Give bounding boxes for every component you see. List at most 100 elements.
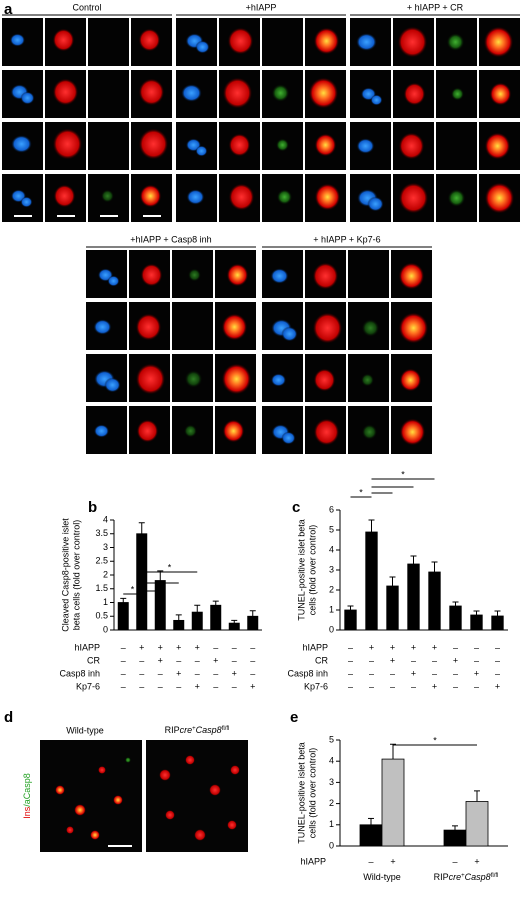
row-label: Casp8 inh [59, 668, 100, 678]
cell [313, 418, 340, 446]
image-label: Wild-type [66, 725, 104, 735]
row-sign: – [176, 655, 181, 665]
label-part: Casp8 [465, 872, 491, 882]
cell [52, 78, 79, 106]
row-sign: – [495, 668, 500, 678]
panel-label: e [290, 709, 298, 726]
cells [55, 755, 240, 841]
row-sign: – [348, 642, 353, 652]
row-sign: + [158, 655, 163, 665]
cell [135, 363, 166, 395]
label-part: /aCasp8 [22, 773, 32, 807]
row-sign: – [453, 681, 458, 691]
y-tick-label: 4 [103, 514, 108, 524]
significance-label: * [401, 469, 405, 479]
row-sign: – [474, 655, 479, 665]
error-bar [431, 561, 438, 572]
bar [228, 622, 240, 631]
bar [443, 829, 467, 847]
label-part: fl/fl [491, 873, 499, 879]
row-sign: + [213, 655, 218, 665]
error-bar [249, 610, 256, 617]
bar [428, 571, 441, 631]
row-sign: – [432, 655, 437, 665]
casp-signal [275, 138, 290, 152]
row-sign: – [158, 681, 163, 691]
y-tick-label: 1 [329, 819, 334, 829]
row-sign: – [176, 681, 181, 691]
bar [359, 824, 383, 847]
merge [226, 263, 249, 287]
significance-label: * [359, 487, 363, 497]
row-sign: + [195, 642, 200, 652]
nucleus [93, 319, 112, 335]
stain-label: Ins/aCasp8 [22, 773, 32, 819]
bar [210, 604, 222, 631]
bar [344, 609, 357, 631]
error-bar [474, 790, 480, 802]
y-tick-label: 0.5 [95, 611, 108, 621]
label-part: RIP [434, 872, 449, 882]
nucleus [356, 138, 375, 154]
casp-signal [187, 268, 202, 282]
y-tick-label: 3 [329, 564, 334, 574]
merge [314, 133, 337, 157]
micrograph [348, 250, 389, 298]
merge [313, 27, 340, 55]
merge [221, 313, 248, 341]
merge [221, 363, 252, 395]
merge [308, 77, 339, 109]
label-part: Ins [22, 806, 32, 819]
label-part: cre [180, 725, 193, 735]
significance-label: * [433, 735, 437, 745]
cell [398, 182, 429, 214]
row-sign: + [474, 856, 479, 866]
row-label: CR [315, 655, 328, 665]
row-sign: – [390, 681, 395, 691]
casp-signal [183, 424, 198, 438]
row-sign: – [250, 655, 255, 665]
row-sign: + [474, 668, 479, 678]
y-axis-label: cells (fold over control) [307, 748, 317, 839]
y-tick-label: 1.5 [95, 583, 108, 593]
label-part: cre [449, 872, 462, 882]
merge [222, 419, 245, 443]
row-sign: – [432, 668, 437, 678]
y-tick-label: 1 [103, 597, 108, 607]
row-label: Casp8 inh [287, 668, 328, 678]
error-bar [347, 605, 354, 610]
row-sign: – [232, 681, 237, 691]
merge [314, 183, 341, 211]
row-sign: – [495, 642, 500, 652]
cell [398, 132, 425, 160]
error-bar [368, 519, 375, 532]
nucleus [281, 431, 296, 445]
y-tick-label: 3.5 [95, 528, 108, 538]
merge [483, 26, 514, 58]
y-tick-label: 2 [103, 569, 108, 579]
bar [386, 585, 399, 631]
error-bar [138, 522, 145, 534]
group-title: Control [72, 2, 101, 12]
cell [222, 77, 253, 109]
row-sign: – [232, 642, 237, 652]
row-sign: – [348, 655, 353, 665]
row-label: Kp7-6 [76, 681, 100, 691]
label-part: RIP [165, 725, 180, 735]
merge [484, 132, 511, 160]
error-bar [389, 576, 396, 586]
nucleus [104, 377, 121, 393]
row-sign: – [121, 668, 126, 678]
row-sign: + [390, 642, 395, 652]
bar [465, 801, 489, 847]
y-tick-label: 2.5 [95, 556, 108, 566]
y-tick-label: 1 [329, 604, 334, 614]
label-part: + [461, 873, 465, 879]
row-sign: – [452, 856, 457, 866]
category-label: Wild-type [363, 872, 401, 882]
row-sign: + [411, 642, 416, 652]
label-part: fl/fl [222, 726, 230, 732]
cell [397, 26, 428, 58]
row-sign: – [195, 668, 200, 678]
